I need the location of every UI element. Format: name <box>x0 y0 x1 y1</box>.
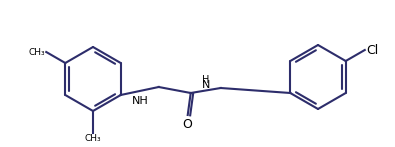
Text: CH₃: CH₃ <box>28 47 45 56</box>
Text: Cl: Cl <box>366 44 378 56</box>
Text: NH: NH <box>132 96 149 106</box>
Text: N: N <box>201 80 210 90</box>
Text: O: O <box>182 118 192 131</box>
Text: CH₃: CH₃ <box>85 134 101 143</box>
Text: H: H <box>202 75 209 85</box>
